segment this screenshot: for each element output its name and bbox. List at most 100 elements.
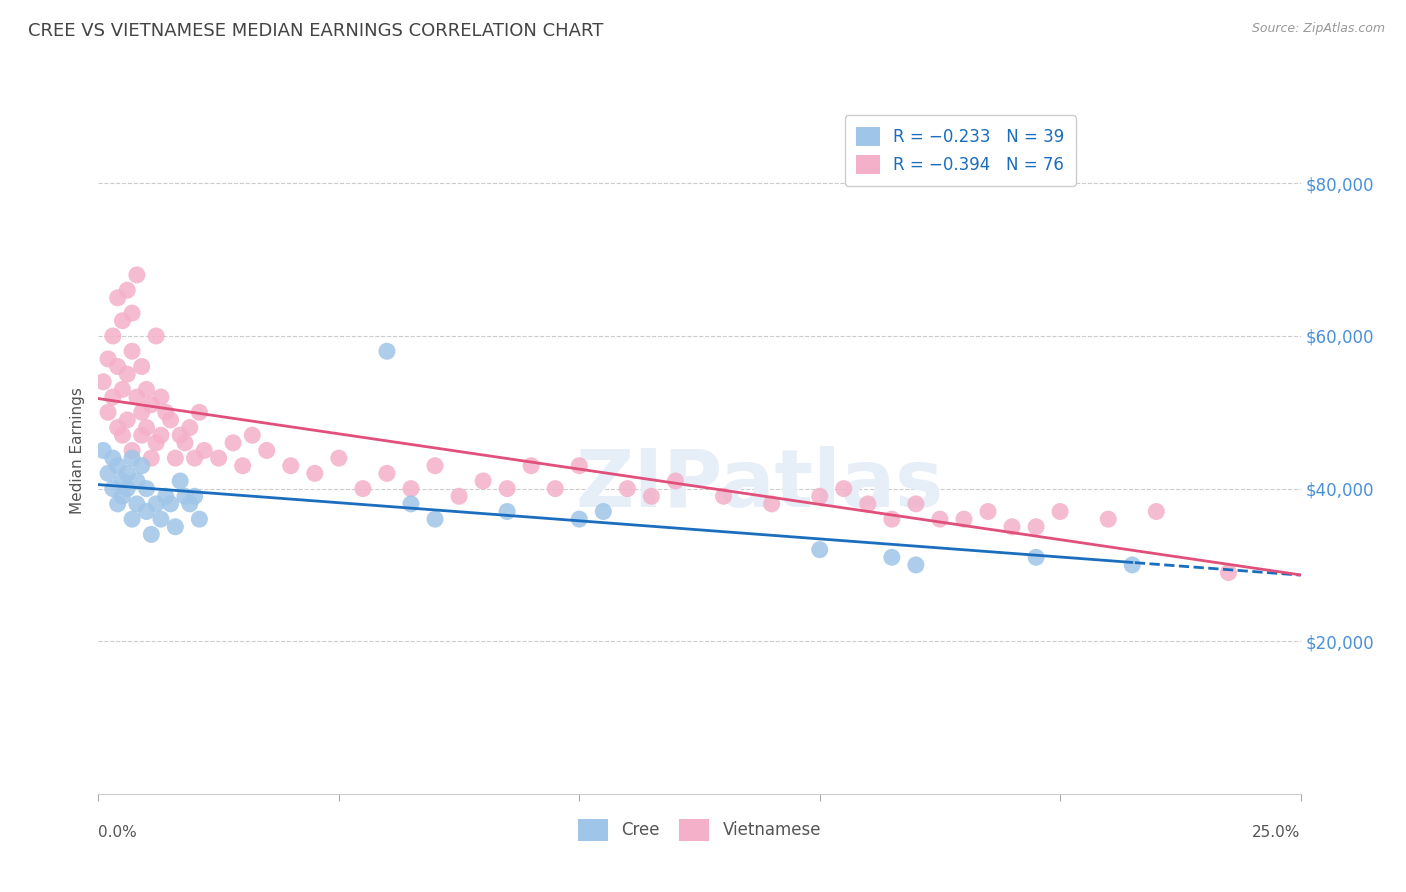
Point bbox=[179, 420, 201, 434]
Point bbox=[568, 512, 591, 526]
Point bbox=[977, 504, 1000, 518]
Point bbox=[159, 413, 181, 427]
Point bbox=[544, 482, 567, 496]
Point bbox=[375, 344, 398, 359]
Point bbox=[375, 467, 398, 481]
Point bbox=[183, 489, 205, 503]
Point bbox=[97, 405, 120, 419]
Point bbox=[107, 420, 129, 434]
Point bbox=[165, 451, 187, 466]
Point bbox=[141, 451, 163, 466]
Point bbox=[165, 520, 187, 534]
Point bbox=[121, 443, 143, 458]
Point bbox=[131, 458, 153, 473]
Point bbox=[125, 268, 148, 282]
Point bbox=[97, 351, 120, 366]
Point bbox=[592, 504, 614, 518]
Point bbox=[135, 383, 157, 397]
Point bbox=[399, 482, 422, 496]
Point bbox=[496, 482, 519, 496]
Point bbox=[107, 291, 129, 305]
Point bbox=[640, 489, 662, 503]
Legend: Cree, Vietnamese: Cree, Vietnamese bbox=[571, 813, 828, 847]
Point bbox=[1121, 558, 1143, 572]
Point bbox=[121, 451, 143, 466]
Point bbox=[117, 482, 139, 496]
Point bbox=[880, 512, 903, 526]
Point bbox=[101, 482, 124, 496]
Point bbox=[101, 390, 124, 404]
Point bbox=[107, 458, 129, 473]
Point bbox=[111, 383, 134, 397]
Point bbox=[125, 474, 148, 488]
Point bbox=[616, 482, 638, 496]
Point bbox=[399, 497, 422, 511]
Point bbox=[222, 435, 245, 450]
Point bbox=[141, 398, 163, 412]
Point bbox=[856, 497, 879, 511]
Point bbox=[179, 497, 201, 511]
Point bbox=[1049, 504, 1071, 518]
Point bbox=[149, 428, 172, 442]
Point bbox=[111, 474, 134, 488]
Point bbox=[117, 413, 139, 427]
Point bbox=[1001, 520, 1024, 534]
Point bbox=[141, 527, 163, 541]
Point bbox=[880, 550, 903, 565]
Point bbox=[131, 428, 153, 442]
Point bbox=[145, 329, 167, 343]
Point bbox=[953, 512, 976, 526]
Point bbox=[423, 458, 446, 473]
Point bbox=[135, 504, 157, 518]
Point bbox=[155, 489, 177, 503]
Point bbox=[111, 428, 134, 442]
Point bbox=[149, 512, 172, 526]
Point bbox=[169, 428, 191, 442]
Point bbox=[145, 435, 167, 450]
Point bbox=[352, 482, 374, 496]
Point bbox=[111, 489, 134, 503]
Point bbox=[101, 451, 124, 466]
Point bbox=[135, 482, 157, 496]
Point bbox=[928, 512, 950, 526]
Point bbox=[1218, 566, 1240, 580]
Text: 0.0%: 0.0% bbox=[98, 825, 138, 839]
Point bbox=[1025, 550, 1047, 565]
Point bbox=[328, 451, 350, 466]
Point bbox=[1097, 512, 1119, 526]
Point bbox=[149, 390, 172, 404]
Point bbox=[304, 467, 326, 481]
Point bbox=[125, 390, 148, 404]
Point bbox=[101, 329, 124, 343]
Point bbox=[713, 489, 735, 503]
Point bbox=[155, 405, 177, 419]
Point bbox=[183, 451, 205, 466]
Point bbox=[121, 512, 143, 526]
Text: Source: ZipAtlas.com: Source: ZipAtlas.com bbox=[1251, 22, 1385, 36]
Point bbox=[131, 359, 153, 374]
Point bbox=[808, 489, 831, 503]
Point bbox=[125, 497, 148, 511]
Point bbox=[91, 443, 114, 458]
Point bbox=[135, 420, 157, 434]
Point bbox=[97, 467, 120, 481]
Point bbox=[188, 512, 211, 526]
Point bbox=[107, 497, 129, 511]
Point bbox=[568, 458, 591, 473]
Point bbox=[1144, 504, 1167, 518]
Point bbox=[193, 443, 215, 458]
Point bbox=[208, 451, 231, 466]
Text: 25.0%: 25.0% bbox=[1253, 825, 1301, 839]
Point bbox=[145, 497, 167, 511]
Point bbox=[280, 458, 302, 473]
Point bbox=[472, 474, 495, 488]
Point bbox=[121, 344, 143, 359]
Text: CREE VS VIETNAMESE MEDIAN EARNINGS CORRELATION CHART: CREE VS VIETNAMESE MEDIAN EARNINGS CORRE… bbox=[28, 22, 603, 40]
Point bbox=[447, 489, 470, 503]
Point bbox=[496, 504, 519, 518]
Point bbox=[232, 458, 254, 473]
Point bbox=[664, 474, 686, 488]
Point bbox=[91, 375, 114, 389]
Point bbox=[174, 489, 197, 503]
Point bbox=[808, 542, 831, 557]
